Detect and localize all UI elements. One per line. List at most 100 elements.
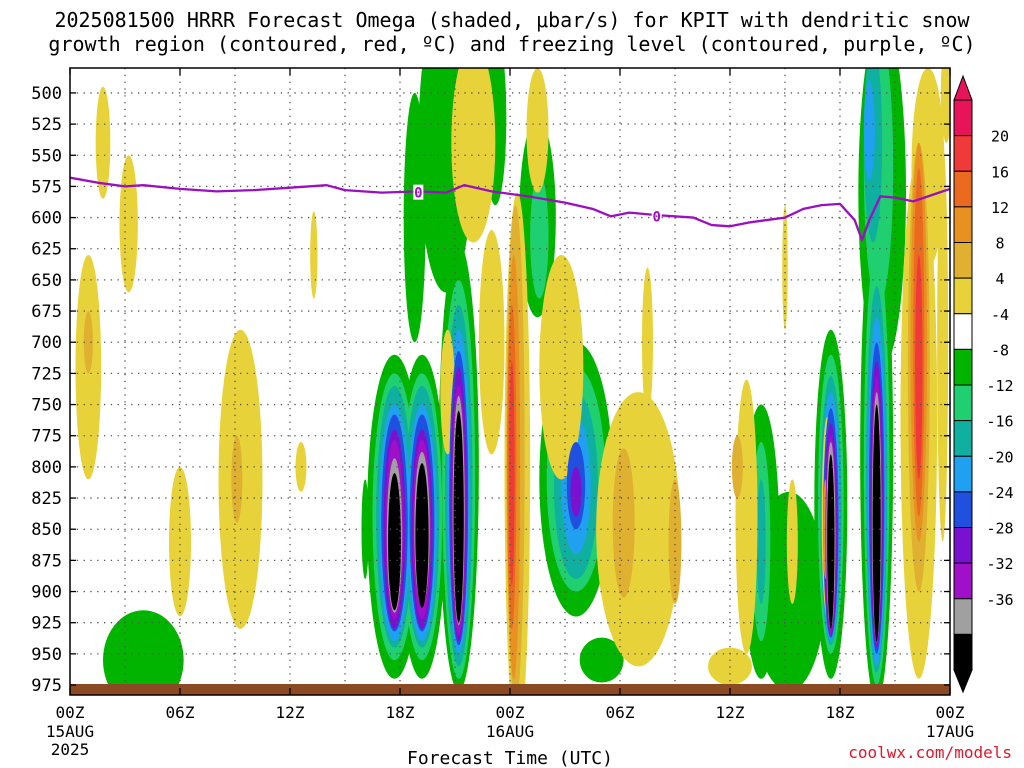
- omega-blob-down-53: [596, 392, 681, 667]
- y-tick-label-975: 975: [31, 676, 62, 696]
- y-tick-label-500: 500: [31, 84, 62, 104]
- y-tick-label-600: 600: [31, 209, 62, 229]
- omega-blob-down-99: [915, 254, 923, 480]
- omega-blob-down-51: [526, 68, 549, 193]
- omega-blob-down-71: [83, 311, 93, 374]
- x-tick-label-0: 00Z: [56, 703, 85, 722]
- y-tick-label-875: 875: [31, 551, 62, 571]
- colorbar-band-14: [953, 598, 973, 635]
- omega-blob-up-5: [579, 637, 624, 683]
- omega-blob-up-16: [530, 173, 549, 299]
- omega-blob-down-72: [231, 435, 243, 523]
- y-tick-label-725: 725: [31, 364, 62, 384]
- omega-blob-down-73: [612, 448, 635, 598]
- colorbar-label-0: 20: [991, 128, 1009, 146]
- colorbar-band-0: [953, 99, 973, 137]
- x-axis-title: Forecast Time (UTC): [407, 748, 613, 768]
- colorbar-label-12: -32: [986, 555, 1013, 573]
- freezing-label-bg-1: [651, 208, 662, 224]
- omega-blob-up-78: [570, 466, 582, 517]
- omega-blob-up-101: [388, 473, 401, 611]
- credit-text: coolwx.com/models: [848, 743, 1012, 762]
- x-tick-label-42: 18Z: [826, 703, 855, 722]
- freezing-level-line: [70, 176, 950, 242]
- omega-blob-down-58: [782, 205, 788, 330]
- grid-lines: [70, 68, 950, 695]
- y-tick-label-750: 750: [31, 396, 62, 416]
- chart-title: 2025081500 HRRR Forecast Omega (shaded, …: [0, 8, 1024, 56]
- omega-blob-down-42: [119, 155, 138, 293]
- freezing-level-label-0: 0: [414, 186, 422, 202]
- colorbar: 20 16 12 8 4 -4 -8 -12 -16 -20 -24 -28 -32 -36: [953, 74, 1014, 694]
- colorbar-band-15: [953, 633, 973, 671]
- colorbar-band-1: [953, 135, 973, 172]
- x-tick-label-18: 18Z: [386, 703, 415, 722]
- omega-blob-up-4: [103, 610, 184, 695]
- colorbar-label-13: -36: [986, 591, 1013, 609]
- omega-blob-up-104: [827, 454, 835, 629]
- y-tick-label-800: 800: [31, 458, 62, 478]
- omega-blob-down-45: [295, 441, 307, 492]
- omega-blob-up-103: [453, 410, 464, 623]
- omega-blob-up-102: [415, 463, 429, 608]
- y-tick-label-825: 825: [31, 489, 62, 509]
- chart-title-line-2: growth region (contoured, red, ºC) and f…: [48, 32, 976, 56]
- chart-title-line-1: 2025081500 HRRR Forecast Omega (shaded, …: [54, 8, 970, 32]
- omega-blob-up-1: [403, 92, 426, 343]
- omega-blob-down-55: [735, 379, 758, 654]
- omega-blob-up-9: [361, 479, 369, 580]
- colorbar-label-3: 8: [995, 235, 1004, 253]
- colorbar-band-13: [953, 562, 973, 600]
- freezing-level-label-1: 0: [652, 209, 660, 225]
- colorbar-band-3: [953, 206, 973, 243]
- colorbar-band-9: [953, 420, 973, 457]
- y-tick-label-550: 550: [31, 146, 62, 166]
- omega-blob-down-74: [668, 479, 682, 605]
- x-tick-label-48: 00Z: [936, 703, 965, 722]
- colorbar-label-2: 12: [991, 199, 1009, 217]
- colorbar-band-7: [953, 348, 973, 386]
- y-tick-label-575: 575: [31, 177, 62, 197]
- y-tick-label-650: 650: [31, 271, 62, 291]
- x-tick-date-24: 16AUG: [486, 722, 534, 741]
- omega-blob-down-40: [95, 86, 111, 199]
- colorbar-label-1: 16: [991, 163, 1009, 181]
- colorbar-label-10: -24: [986, 484, 1013, 502]
- colorbar-top-arrow: [953, 74, 973, 101]
- freezing-label-bg-0: [413, 184, 424, 200]
- x-tick-label-12: 12Z: [276, 703, 305, 722]
- colorbar-label-7: -12: [986, 377, 1013, 395]
- omega-blob-up-25: [756, 479, 766, 605]
- y-tick-label-775: 775: [31, 427, 62, 447]
- omega-blob-down-56: [708, 647, 752, 686]
- omega-blob-down-48: [451, 68, 496, 243]
- x-tick-label-36: 12Z: [716, 703, 745, 722]
- colorbar-label-11: -28: [986, 520, 1013, 538]
- colorbar-band-10: [953, 455, 973, 493]
- y-tick-label-700: 700: [31, 333, 62, 353]
- colorbar-band-2: [953, 170, 973, 208]
- y-tick-label-675: 675: [31, 302, 62, 322]
- x-tick-date-0: 15AUG: [46, 722, 94, 741]
- y-tick-label-925: 925: [31, 614, 62, 634]
- omega-blob-down-44: [169, 466, 191, 617]
- omega-blob-up-33: [863, 80, 875, 181]
- x-tick-date-48: 17AUG: [926, 722, 974, 741]
- omega-blob-down-54: [642, 267, 653, 418]
- freezing-level-contour: 00: [70, 176, 950, 242]
- x-tick-label-24: 00Z: [496, 703, 525, 722]
- y-tick-label-900: 900: [31, 583, 62, 603]
- y-axis: 500 525 550 575 600 625 650 675 700 725 750 775 800 8…: [31, 84, 950, 696]
- omega-shading: [75, 68, 950, 695]
- colorbar-label-9: -20: [986, 448, 1013, 466]
- omega-blob-down-52: [539, 254, 584, 480]
- colorbar-band-4: [953, 242, 973, 279]
- x-tick-label-30: 06Z: [606, 703, 635, 722]
- x-tick-label-6: 06Z: [166, 703, 195, 722]
- y-tick-label-525: 525: [31, 115, 62, 135]
- colorbar-label-8: -16: [986, 413, 1013, 431]
- y-tick-label-625: 625: [31, 240, 62, 260]
- colorbar-label-4: 4: [995, 270, 1004, 288]
